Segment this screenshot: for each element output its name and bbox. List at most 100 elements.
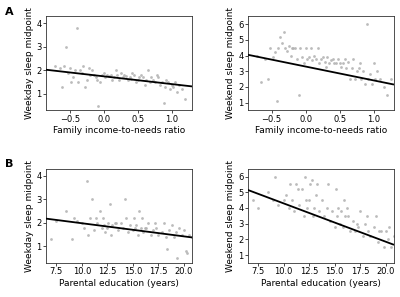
Point	[326, 218, 333, 223]
Point	[362, 81, 369, 86]
Point	[374, 69, 380, 74]
Point	[52, 63, 58, 68]
Point	[160, 220, 167, 225]
Point	[102, 230, 108, 235]
Point	[130, 228, 136, 232]
Y-axis label: Weekday sleep midpoint: Weekday sleep midpoint	[25, 7, 34, 119]
Point	[380, 85, 387, 89]
Point	[88, 68, 95, 73]
Point	[68, 237, 75, 242]
Point	[354, 221, 360, 226]
Point	[301, 214, 307, 218]
Point	[351, 77, 358, 81]
Point	[360, 69, 366, 74]
Point	[116, 78, 122, 82]
Point	[326, 61, 332, 66]
Point	[99, 225, 106, 230]
Point	[174, 89, 180, 94]
Text: B: B	[5, 159, 14, 169]
Point	[299, 187, 305, 192]
Point	[370, 225, 377, 229]
Point	[111, 220, 118, 225]
Point	[122, 74, 129, 79]
Point	[296, 92, 302, 97]
Point	[365, 229, 372, 234]
Point	[304, 56, 310, 61]
Point	[344, 206, 350, 210]
Point	[317, 56, 324, 61]
Point	[102, 75, 108, 80]
Point	[316, 61, 322, 66]
Point	[168, 223, 175, 228]
Point	[340, 225, 346, 229]
Point	[297, 45, 303, 50]
Point	[303, 198, 309, 203]
Point	[162, 235, 169, 239]
Y-axis label: Weekend sleep midpoint: Weekend sleep midpoint	[226, 7, 236, 119]
Point	[274, 99, 280, 103]
Point	[163, 78, 170, 82]
Point	[352, 229, 358, 234]
Point	[126, 75, 133, 80]
Point	[70, 216, 77, 221]
X-axis label: Family income-to-needs ratio: Family income-to-needs ratio	[53, 126, 185, 135]
Point	[82, 85, 88, 89]
Point	[136, 75, 142, 80]
Point	[136, 209, 142, 214]
Point	[162, 85, 168, 89]
Point	[357, 61, 363, 66]
Point	[281, 30, 287, 34]
Point	[316, 209, 322, 214]
Point	[272, 50, 278, 55]
Point	[107, 202, 114, 206]
Point	[184, 251, 190, 256]
Point	[140, 230, 146, 235]
Point	[328, 58, 335, 63]
Point	[148, 75, 155, 80]
Point	[63, 209, 70, 214]
Point	[384, 92, 390, 97]
Point	[128, 76, 134, 81]
Point	[154, 73, 160, 78]
Point	[58, 85, 65, 89]
Point	[113, 68, 119, 73]
Point	[81, 225, 87, 230]
Point	[282, 193, 289, 198]
Point	[147, 80, 153, 85]
Point	[143, 225, 150, 230]
Point	[158, 230, 165, 235]
Point	[133, 80, 140, 85]
Point	[294, 56, 301, 61]
Point	[332, 187, 339, 192]
Point	[139, 216, 145, 221]
Point	[372, 214, 379, 218]
Point	[129, 70, 136, 75]
Point	[310, 214, 316, 218]
Point	[270, 55, 276, 59]
Point	[356, 66, 362, 70]
Point	[313, 193, 320, 198]
Point	[120, 225, 126, 230]
Point	[109, 223, 116, 228]
Point	[334, 214, 340, 218]
Point	[335, 56, 342, 61]
Point	[114, 228, 121, 232]
Point	[388, 245, 394, 249]
Point	[369, 81, 376, 86]
Text: A: A	[5, 7, 14, 17]
Point	[122, 197, 128, 202]
Point	[319, 55, 326, 59]
Point	[367, 234, 374, 238]
Point	[48, 237, 54, 242]
Point	[290, 209, 297, 214]
Point	[340, 61, 346, 66]
Point	[309, 177, 315, 182]
Point	[118, 220, 124, 225]
Point	[386, 225, 392, 229]
Point	[302, 174, 308, 179]
Point	[56, 66, 63, 70]
Point	[105, 220, 112, 225]
Point	[138, 225, 144, 230]
Point	[125, 230, 131, 235]
Point	[353, 69, 360, 74]
